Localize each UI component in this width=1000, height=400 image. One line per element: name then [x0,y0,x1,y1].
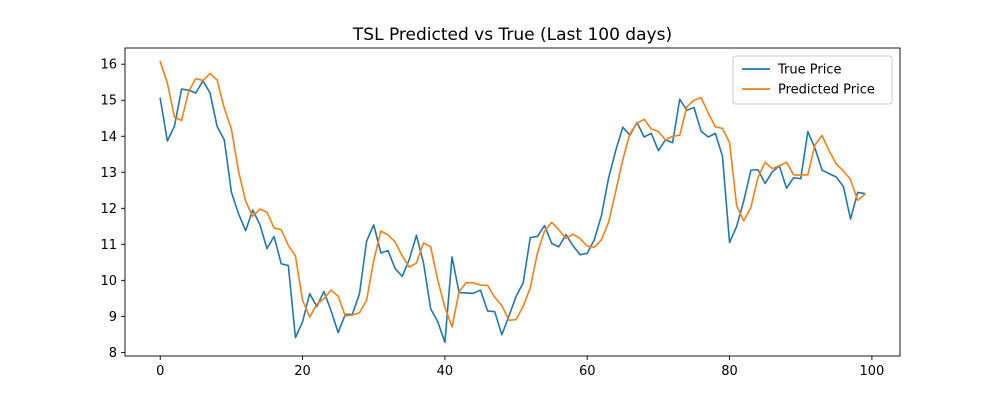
y-tick-label: 15 [100,94,117,109]
x-tick-label: 100 [859,364,884,379]
y-tick-label: 10 [100,274,117,289]
y-tick-label: 9 [109,310,117,325]
series-line-predicted-price [159,60,866,328]
y-tick-label: 14 [100,130,117,145]
plot-frame [124,47,901,357]
legend-label-true-price: True Price [777,63,841,78]
chart-title: TSL Predicted vs True (Last 100 days) [352,25,672,45]
y-tick-label: 13 [100,166,117,181]
x-tick-label: 0 [156,364,164,379]
x-tick-label: 80 [721,364,738,379]
y-tick-label: 16 [100,58,117,73]
x-tick-label: 40 [437,364,454,379]
y-tick-label: 12 [100,202,117,217]
legend-label-predicted-price: Predicted Price [778,83,875,98]
legend-box [732,55,893,105]
y-tick-label: 11 [100,238,117,253]
x-tick-label: 20 [294,364,311,379]
y-tick-label: 8 [109,346,117,361]
axes-layer: 0 20 40 60 80 100 8 9 10 11 12 13 14 15 16 [100,47,901,379]
legend: True Price Predicted Price [732,55,893,105]
x-tick-label: 60 [579,364,596,379]
series-layer [159,60,866,344]
series-line-true-price [159,79,866,344]
